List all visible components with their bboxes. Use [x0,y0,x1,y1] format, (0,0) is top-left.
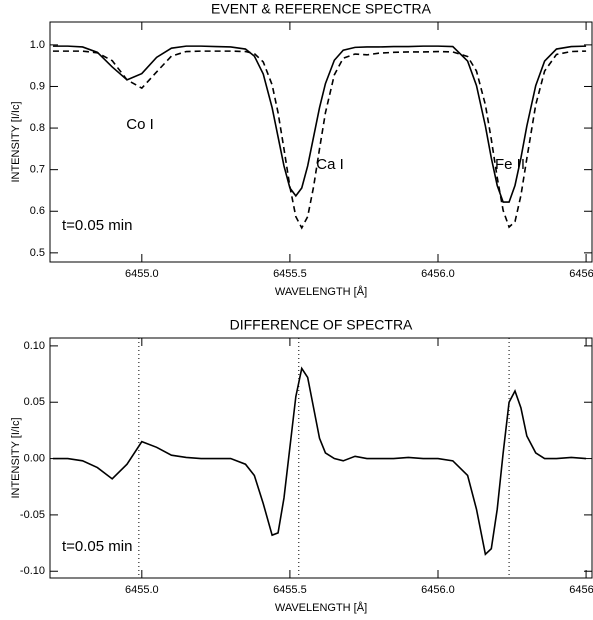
chart-title: EVENT & REFERENCE SPECTRA [211,1,432,17]
plot-frame [49,337,593,579]
y-tick-label: 0.7 [30,164,45,176]
x-tick-label: 6455.5 [273,268,307,280]
chart-title: DIFFERENCE OF SPECTRA [230,317,413,333]
annotation: Co I [126,116,154,133]
x-tick-label: 6455.5 [273,584,307,596]
y-tick-label: 0.6 [30,205,45,217]
spectrum-line [52,50,587,230]
y-axis-title: INTENSITY [I/Ic] [10,417,22,498]
x-axis-title: WAVELENGTH [Å] [275,601,367,614]
y-tick-label: 0.8 [30,122,45,134]
y-tick-label: 0.5 [30,247,45,259]
x-tick-label: 6456.0 [421,584,455,596]
plot-frame [49,21,593,263]
annotation: Fe II [495,156,525,173]
y-tick-label: 0.05 [24,396,45,408]
y-tick-label: 1.0 [30,39,45,51]
x-tick-label: 6455.0 [125,268,159,280]
y-axis-title: INTENSITY [I/Ic] [10,101,22,182]
annotation: Ca I [316,156,344,173]
y-tick-label: -0.05 [20,509,45,521]
y-tick-label: 0.10 [24,340,45,352]
x-axis-title: WAVELENGTH [Å] [275,285,367,298]
x-tick-label: 6456.0 [421,268,455,280]
annotation: t=0.05 min [62,217,132,234]
spectrum-line [52,45,587,203]
y-tick-label: 0.9 [30,80,45,92]
x-tick-label: 6455.0 [125,584,159,596]
x-tick-label: 6456.5 [569,584,593,596]
annotation: t=0.05 min [62,538,132,555]
y-tick-label: -0.10 [20,565,45,577]
y-tick-label: 0.00 [24,452,45,464]
x-tick-label: 6456.5 [569,268,593,280]
spectrum-line [52,366,587,556]
